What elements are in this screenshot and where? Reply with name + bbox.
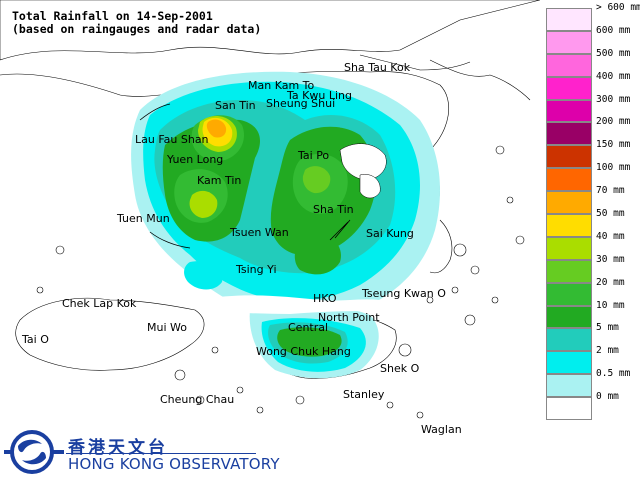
place-san-tin: San Tin (215, 99, 256, 112)
legend-label: 5 mm (596, 322, 619, 334)
legend-row: 30 mm (546, 254, 636, 283)
place-sheung-shui: Sheung Shui (266, 97, 336, 110)
legend-row: 300 mm (546, 94, 636, 123)
legend-swatch (546, 305, 592, 329)
rainfall-map (0, 0, 540, 419)
place-north-point: North Point (318, 311, 380, 324)
legend-label: 20 mm (596, 276, 625, 288)
legend-row: 50 mm (546, 208, 636, 237)
legend-label: > 600 mm (596, 2, 640, 13)
legend-row: 40 mm (546, 231, 636, 260)
place-sha-tin: Sha Tin (313, 203, 354, 216)
hko-divider (66, 453, 256, 454)
legend-swatch (546, 145, 592, 169)
legend-swatch (546, 191, 592, 215)
legend-swatch (546, 214, 592, 237)
legend-row: 2 mm (546, 345, 636, 375)
legend-label: 2 mm (596, 345, 619, 357)
place-tuen-mun: Tuen Mun (117, 212, 170, 225)
place-ta-kwu-ling: Ta Kwu Ling (287, 89, 352, 102)
place-tsuen-wan: Tsuen Wan (230, 226, 289, 239)
place-hko: HKO (313, 292, 337, 305)
place-chek-lap-kok: Chek Lap Kok (62, 297, 137, 310)
place-tai-o: Tai O (22, 333, 49, 346)
map-title: Total Rainfall on 14-Sep-2001 (12, 9, 213, 23)
legend-swatch (546, 168, 592, 192)
legend-swatch (546, 76, 592, 100)
place-cheung-chau: Cheung Chau (160, 393, 235, 406)
legend-label: 600 mm (596, 24, 631, 36)
place-tseung-kwan-o: Tseung Kwan O (362, 287, 446, 300)
legend-row: > 600 mm (546, 2, 640, 31)
legend-label: 150 mm (596, 139, 631, 151)
legend-row: 150 mm (546, 139, 636, 169)
legend-row: 0.5 mm (546, 368, 636, 398)
hko-logo-icon (4, 430, 64, 474)
legend-row: 200 mm (546, 116, 636, 146)
place-wong-chuk-hang: Wong Chuk Hang (256, 345, 351, 358)
legend-swatch (546, 99, 592, 123)
place-tai-po: Tai Po (298, 149, 330, 162)
place-waglan: Waglan (421, 423, 462, 436)
legend-swatch (546, 397, 592, 421)
place-shek-o: Shek O (380, 362, 420, 375)
legend-row: 100 mm (546, 162, 636, 192)
place-stanley: Stanley (343, 388, 385, 401)
legend-swatch (546, 53, 592, 77)
legend-row: 500 mm (546, 48, 636, 77)
legend-label: 40 mm (596, 230, 625, 242)
legend-label: 400 mm (596, 70, 631, 82)
legend-swatch (546, 374, 592, 398)
legend-row: 0 mm (546, 391, 636, 421)
place-man-kam-to: Man Kam To (248, 79, 315, 92)
legend-label: 300 mm (596, 93, 631, 105)
legend-row: 600 mm (546, 25, 636, 54)
legend-swatch (546, 236, 592, 260)
legend-label: 0.5 mm (596, 368, 631, 380)
place-lau-fau-shan: Lau Fau Shan (135, 133, 209, 146)
rainfall-legend: > 600 mm 600 mm 500 mm 400 mm 300 mm 200 mm 15… (546, 2, 640, 421)
legend-swatch (546, 122, 592, 146)
place-sai-kung: Sai Kung (366, 227, 414, 240)
hko-name-english: HONG KONG OBSERVATORY (68, 455, 280, 473)
place-mui-wo: Mui Wo (147, 321, 187, 334)
place-tsing-yi: Tsing Yi (236, 263, 277, 276)
legend-row: 70 mm (546, 185, 636, 215)
place-sha-tau-kok: Sha Tau Kok (344, 61, 411, 74)
legend-label: 70 mm (596, 185, 625, 197)
legend-label: 10 mm (596, 299, 625, 311)
legend-swatch (546, 282, 592, 306)
legend-swatch (546, 351, 592, 375)
legend-row: 400 mm (546, 71, 636, 100)
legend-label: 500 mm (596, 47, 631, 59)
legend-swatch (546, 259, 592, 283)
legend-swatch (546, 30, 592, 54)
legend-swatch (546, 328, 592, 352)
legend-label: 200 mm (596, 116, 631, 128)
place-yuen-long: Yuen Long (167, 153, 224, 166)
legend-row: 5 mm (546, 322, 636, 352)
legend-label: 30 mm (596, 253, 625, 265)
place-central: Central (288, 321, 329, 334)
map-subtitle: (based on raingauges and radar data) (12, 22, 262, 36)
legend-swatch (546, 8, 592, 31)
legend-row: 20 mm (546, 277, 636, 306)
legend-label: 50 mm (596, 208, 625, 220)
legend-label: 0 mm (596, 391, 619, 403)
place-kam-tin: Kam Tin (197, 174, 242, 187)
legend-label: 100 mm (596, 162, 631, 174)
legend-row: 10 mm (546, 300, 636, 329)
